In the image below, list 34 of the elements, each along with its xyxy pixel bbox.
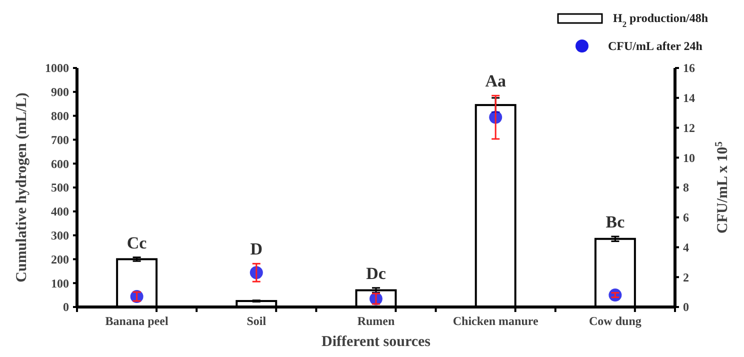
- y-tick-label: 200: [51, 252, 69, 266]
- annotation: D: [250, 240, 263, 259]
- y2-tick-label: 0: [683, 300, 689, 314]
- y2-tick-label: 16: [683, 61, 695, 76]
- y-tick-label: 600: [51, 156, 69, 171]
- y2-tick-label: 6: [683, 210, 689, 225]
- y-tick-label: 800: [51, 109, 69, 123]
- legend-label: CFU/mL after 24h: [608, 39, 703, 54]
- y-tick-label: 700: [51, 132, 69, 147]
- y-tick-label: 400: [51, 204, 69, 219]
- y-tick-label: 300: [51, 228, 69, 242]
- y-tick-label: 0: [63, 300, 69, 314]
- x-tick-label: Rumen: [357, 314, 395, 328]
- x-axis-title: Different sources: [322, 334, 431, 350]
- y-axis-title: Cumulative hydrogen (mL/L): [14, 92, 30, 282]
- y2-tick-label: 12: [683, 120, 695, 135]
- legend-label: H$_{2}$ production/48h: [613, 11, 708, 29]
- x-tick-label: Soil: [246, 314, 267, 328]
- annotation: Bc: [606, 212, 626, 232]
- y-tick-label: 100: [51, 276, 69, 290]
- y2-tick-label: 8: [683, 180, 689, 195]
- annotation: Cc: [126, 233, 148, 252]
- y-tick-label: 900: [51, 85, 69, 100]
- y2-tick-label: 2: [683, 270, 689, 284]
- x-tick-label: Cow dung: [589, 314, 642, 328]
- y2-tick-label: 14: [683, 91, 695, 106]
- y-tick-label: 500: [51, 180, 69, 195]
- annotation: Dc: [366, 264, 386, 283]
- x-tick-label: Banana peel: [105, 314, 169, 328]
- y2-tick-label: 4: [683, 240, 689, 254]
- annotation: Aa: [485, 72, 506, 91]
- x-tick-label: Chicken manure: [452, 314, 539, 328]
- y2-tick-label: 10: [683, 150, 695, 165]
- y-tick-label: 1000: [45, 61, 69, 76]
